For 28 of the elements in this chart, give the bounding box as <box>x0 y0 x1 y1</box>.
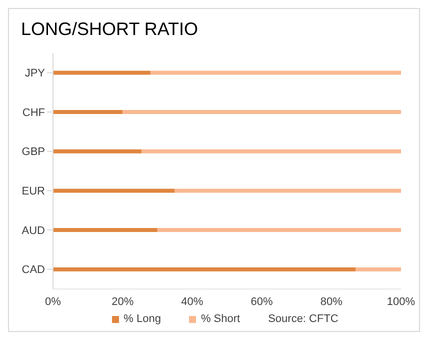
bar <box>53 110 123 114</box>
x-tick-label: 100% <box>386 296 416 308</box>
legend-label: % Long <box>122 313 161 325</box>
bar <box>53 188 175 193</box>
y-tick-label: CAD <box>22 264 46 276</box>
bar <box>157 228 401 232</box>
y-tick-label: GBP <box>22 146 45 158</box>
bar <box>122 110 401 114</box>
bar <box>150 70 401 75</box>
y-tick-label: JPY <box>24 68 46 80</box>
y-tick-label: CHF <box>22 106 46 119</box>
x-tick-label: 40% <box>181 296 204 308</box>
x-tick-label: 0% <box>45 296 62 308</box>
bar <box>356 267 401 272</box>
y-tick-label: AUD <box>22 224 46 237</box>
source-note: Source: CFTC <box>268 313 338 325</box>
bar <box>53 149 142 154</box>
bar <box>174 188 401 193</box>
x-tick-label: 20% <box>112 296 134 308</box>
y-tick-label: EUR <box>22 186 46 198</box>
bar <box>53 267 356 272</box>
legend-label: % Short <box>200 313 240 325</box>
bar <box>53 228 158 232</box>
x-tick-label: 80% <box>320 296 343 308</box>
x-tick-label: 60% <box>250 296 274 308</box>
chart-title: LONG/SHORT RATIO <box>21 19 198 40</box>
bar <box>142 149 401 154</box>
bar <box>53 70 150 75</box>
